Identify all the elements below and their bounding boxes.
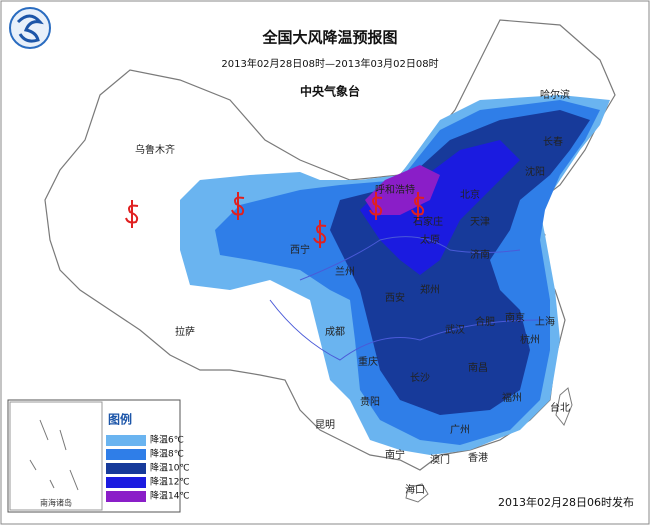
legend-label: 降温6℃ bbox=[150, 434, 184, 446]
city-label: 太原 bbox=[420, 233, 440, 246]
legend-swatch bbox=[106, 435, 146, 446]
city-label: 乌鲁木齐 bbox=[135, 143, 175, 156]
city-label: 重庆 bbox=[358, 355, 378, 368]
period: 2013年02月28日08时—2013年03月02日08时 bbox=[221, 57, 438, 70]
legend-label: 降温10℃ bbox=[150, 462, 190, 474]
city-label: 长沙 bbox=[410, 372, 430, 384]
city-label: 天津 bbox=[470, 216, 490, 228]
city-label: 南京 bbox=[505, 311, 525, 324]
city-label: 广州 bbox=[450, 424, 470, 436]
city-label: 澳门 bbox=[430, 453, 450, 466]
city-label: 南昌 bbox=[468, 361, 488, 374]
city-label: 昆明 bbox=[315, 419, 335, 431]
legend-swatch bbox=[106, 463, 146, 474]
city-label: 西宁 bbox=[290, 243, 310, 256]
city-label: 石家庄 bbox=[413, 215, 443, 228]
city-label: 郑州 bbox=[420, 283, 440, 296]
legend-swatch bbox=[106, 491, 146, 502]
city-label: 香港 bbox=[468, 452, 488, 464]
legend-swatch bbox=[106, 449, 146, 460]
cooling-zones bbox=[180, 95, 610, 455]
legend: 降温6℃ 降温8℃ 降温10℃ 降温12℃ 降温14℃ bbox=[106, 434, 190, 502]
legend-swatch bbox=[106, 477, 146, 488]
issuer: 中央气象台 bbox=[300, 84, 360, 99]
cooling-zone bbox=[365, 165, 440, 215]
city-label: 台北 bbox=[550, 401, 570, 414]
sandstorm-symbols bbox=[125, 192, 425, 248]
city-label: 北京 bbox=[460, 188, 480, 201]
legend-label: 降温14℃ bbox=[150, 490, 190, 502]
taiwan bbox=[555, 387, 573, 426]
rivers bbox=[269, 236, 541, 361]
city-label: 南宁 bbox=[385, 448, 405, 461]
city-label: 上海 bbox=[535, 315, 555, 328]
city-label: 杭州 bbox=[520, 333, 540, 346]
city-label: 贵阳 bbox=[360, 395, 380, 408]
legend-label: 降温12℃ bbox=[150, 476, 190, 488]
legend-title: 图例 bbox=[108, 412, 132, 427]
city-label: 哈尔滨 bbox=[540, 88, 570, 101]
city-label: 西安 bbox=[385, 291, 405, 304]
legend-box bbox=[7, 399, 181, 513]
city-label: 兰州 bbox=[335, 265, 355, 278]
hainan bbox=[405, 483, 429, 503]
city-label: 长春 bbox=[543, 136, 563, 148]
city-label: 合肥 bbox=[475, 315, 495, 328]
inset-label: 南海诸岛 bbox=[40, 498, 72, 508]
city-label: 沈阳 bbox=[525, 165, 545, 178]
legend-label: 降温8℃ bbox=[150, 448, 184, 460]
city-label: 呼和浩特 bbox=[375, 184, 415, 196]
title: 全国大风降温预报图 bbox=[261, 29, 397, 47]
release-time: 2013年02月28日06时发布 bbox=[498, 495, 634, 509]
city-label: 成都 bbox=[325, 326, 345, 338]
city-label: 拉萨 bbox=[175, 325, 195, 338]
logo bbox=[9, 7, 51, 49]
cooling-zone bbox=[360, 140, 520, 275]
city-label: 海口 bbox=[405, 483, 425, 496]
city-label: 济南 bbox=[470, 248, 490, 261]
city-label: 福州 bbox=[502, 391, 522, 404]
city-label: 武汉 bbox=[445, 323, 465, 336]
